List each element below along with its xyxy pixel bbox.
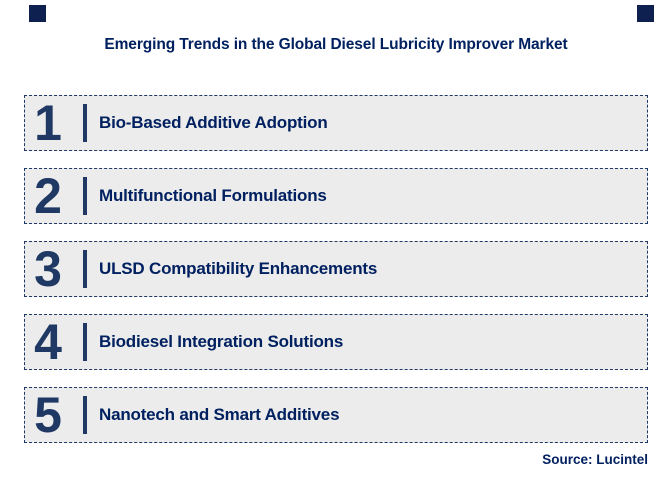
trend-label: ULSD Compatibility Enhancements [99, 259, 378, 278]
trend-number: 5 [34, 387, 62, 443]
trend-divider-bar [83, 177, 87, 215]
trend-row-1: 1 Bio-Based Additive Adoption [24, 95, 648, 151]
source-attribution: Source: Lucintel [542, 452, 648, 467]
trend-number: 1 [34, 95, 62, 151]
trend-number: 3 [34, 241, 62, 297]
trend-label: Multifunctional Formulations [99, 186, 327, 205]
trend-number: 4 [34, 314, 62, 370]
trend-divider-bar [83, 396, 87, 434]
corner-accent-square-right [637, 5, 654, 22]
trend-number: 2 [34, 168, 62, 224]
trend-divider-bar [83, 104, 87, 142]
trend-row-3: 3 ULSD Compatibility Enhancements [24, 241, 648, 297]
trend-row-4: 4 Biodiesel Integration Solutions [24, 314, 648, 370]
trend-divider-bar [83, 250, 87, 288]
trend-row-5: 5 Nanotech and Smart Additives [24, 387, 648, 443]
trend-label: Biodiesel Integration Solutions [99, 332, 344, 351]
corner-accent-square-left [29, 5, 46, 22]
page-title: Emerging Trends in the Global Diesel Lub… [104, 36, 568, 53]
trend-list: 1 Bio-Based Additive Adoption 2 Multifun… [24, 95, 648, 443]
trend-divider-bar [83, 323, 87, 361]
trend-label: Nanotech and Smart Additives [99, 405, 340, 424]
trend-label: Bio-Based Additive Adoption [99, 113, 328, 132]
trend-row-2: 2 Multifunctional Formulations [24, 168, 648, 224]
